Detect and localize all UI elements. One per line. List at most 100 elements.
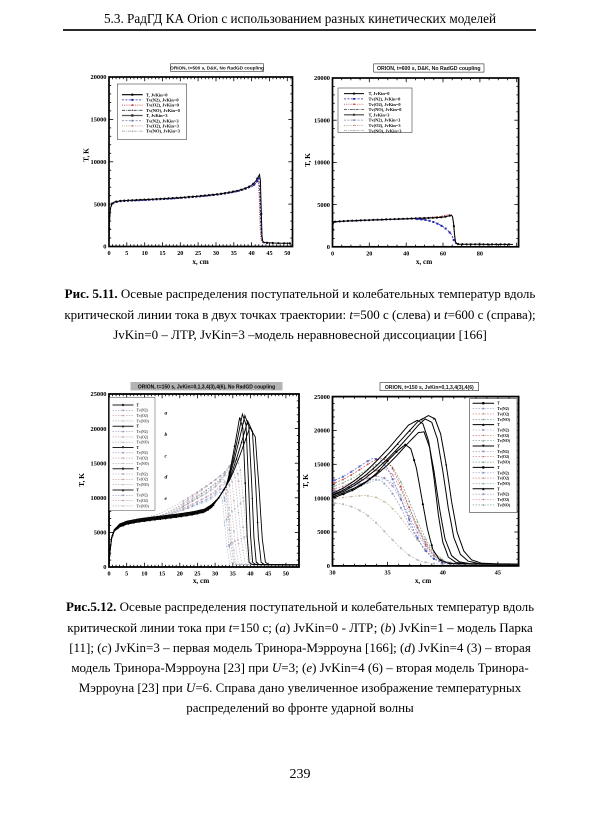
svg-text:ORION, t=150 s, JvKin=0,1,3,4(: ORION, t=150 s, JvKin=0,1,3,4(3),4(6), N… bbox=[138, 384, 275, 390]
svg-text:Tv(NO): Tv(NO) bbox=[137, 483, 150, 487]
svg-text:10: 10 bbox=[142, 250, 148, 257]
svg-text:0: 0 bbox=[107, 571, 110, 578]
svg-text:20: 20 bbox=[366, 250, 372, 257]
svg-text:d: d bbox=[165, 475, 168, 481]
svg-text:Tv(N2): Tv(N2) bbox=[497, 471, 510, 475]
svg-text:25000: 25000 bbox=[91, 391, 107, 398]
svg-text:40: 40 bbox=[247, 571, 253, 578]
svg-text:0: 0 bbox=[107, 250, 110, 257]
svg-text:25: 25 bbox=[194, 571, 200, 578]
svg-text:Tv(N2): Tv(N2) bbox=[137, 451, 149, 455]
svg-text:ORION, t=150 s, JvKin=0,1,3,4(: ORION, t=150 s, JvKin=0,1,3,4(3),4(6) bbox=[385, 385, 474, 391]
svg-text:80: 80 bbox=[477, 250, 483, 257]
svg-text:0: 0 bbox=[103, 244, 106, 251]
svg-text:T, K: T, K bbox=[82, 148, 91, 162]
svg-text:Tv(O2): Tv(O2) bbox=[137, 499, 149, 503]
svg-text:Tv(NO): Tv(NO) bbox=[497, 439, 511, 443]
svg-text:T: T bbox=[497, 423, 500, 427]
svg-text:10000: 10000 bbox=[314, 495, 330, 502]
svg-text:Tv(N2): Tv(N2) bbox=[137, 409, 149, 413]
svg-text:0: 0 bbox=[327, 244, 330, 251]
svg-text:ORION, t=600 s, D&K, No RadGD: ORION, t=600 s, D&K, No RadGD coupling bbox=[377, 66, 481, 72]
svg-text:Tv(NO): Tv(NO) bbox=[137, 419, 150, 423]
svg-text:15: 15 bbox=[159, 571, 165, 578]
svg-text:5000: 5000 bbox=[94, 201, 107, 208]
svg-text:40: 40 bbox=[403, 250, 409, 257]
svg-text:35: 35 bbox=[230, 571, 236, 578]
svg-text:x, cm: x, cm bbox=[192, 258, 208, 266]
svg-text:Tv(N2): Tv(N2) bbox=[497, 407, 510, 411]
svg-text:35: 35 bbox=[385, 569, 391, 576]
svg-text:15: 15 bbox=[159, 250, 165, 257]
svg-text:5: 5 bbox=[125, 571, 128, 578]
svg-text:20000: 20000 bbox=[314, 75, 330, 82]
svg-text:a: a bbox=[165, 411, 168, 417]
svg-text:Tv(NO), JvKin=3: Tv(NO), JvKin=3 bbox=[369, 128, 403, 133]
svg-text:40: 40 bbox=[249, 250, 255, 257]
svg-text:Tv(NO), JvKin=0: Tv(NO), JvKin=0 bbox=[146, 108, 181, 113]
svg-text:45: 45 bbox=[495, 569, 501, 576]
svg-text:T: T bbox=[497, 445, 500, 449]
svg-text:Tv(NO): Tv(NO) bbox=[497, 503, 511, 507]
svg-text:10000: 10000 bbox=[91, 495, 107, 502]
svg-text:T: T bbox=[137, 403, 140, 407]
svg-text:0: 0 bbox=[331, 250, 334, 257]
svg-text:T: T bbox=[137, 488, 140, 492]
svg-text:Tv(O2), JvKin=3: Tv(O2), JvKin=3 bbox=[146, 124, 180, 129]
svg-text:Tv(O2): Tv(O2) bbox=[137, 414, 149, 418]
svg-text:T: T bbox=[137, 425, 140, 429]
svg-text:30: 30 bbox=[212, 571, 218, 578]
svg-text:0: 0 bbox=[327, 563, 330, 570]
svg-text:35: 35 bbox=[231, 250, 237, 257]
svg-text:20: 20 bbox=[177, 571, 183, 578]
svg-text:Tv(NO): Tv(NO) bbox=[497, 482, 511, 486]
svg-text:Tv(O2): Tv(O2) bbox=[497, 477, 510, 481]
svg-text:Tv(NO): Tv(NO) bbox=[497, 418, 511, 422]
svg-text:50: 50 bbox=[283, 571, 289, 578]
svg-text:15000: 15000 bbox=[91, 117, 107, 124]
svg-text:T, K: T, K bbox=[77, 473, 86, 487]
svg-text:20000: 20000 bbox=[91, 74, 107, 81]
svg-text:T: T bbox=[497, 402, 500, 406]
svg-text:T, JvKin=3: T, JvKin=3 bbox=[146, 113, 168, 118]
svg-text:Tv(N2): Tv(N2) bbox=[137, 494, 149, 498]
svg-text:Tv(O2), JvKin=3: Tv(O2), JvKin=3 bbox=[369, 123, 402, 128]
svg-text:15000: 15000 bbox=[91, 460, 107, 467]
svg-text:Tv(NO), JvKin=3: Tv(NO), JvKin=3 bbox=[146, 129, 181, 134]
svg-text:b: b bbox=[165, 432, 168, 438]
svg-text:Tv(O2): Tv(O2) bbox=[137, 457, 149, 461]
svg-text:Tv(N2): Tv(N2) bbox=[497, 450, 510, 454]
svg-text:Tv(O2), JvKin=0: Tv(O2), JvKin=0 bbox=[369, 102, 402, 107]
svg-text:Tv(O2): Tv(O2) bbox=[137, 478, 149, 482]
svg-text:Tv(N2): Tv(N2) bbox=[497, 429, 510, 433]
svg-text:T, K: T, K bbox=[301, 474, 310, 488]
svg-text:x, cm: x, cm bbox=[416, 258, 432, 266]
svg-text:10000: 10000 bbox=[314, 160, 330, 167]
svg-text:e: e bbox=[165, 496, 168, 502]
svg-text:T, JvKin=0: T, JvKin=0 bbox=[146, 92, 168, 97]
svg-text:x, cm: x, cm bbox=[415, 577, 431, 585]
svg-text:5000: 5000 bbox=[317, 529, 330, 536]
svg-text:20: 20 bbox=[177, 250, 183, 257]
svg-text:Tv(N2), JvKin=3: Tv(N2), JvKin=3 bbox=[146, 118, 179, 123]
svg-text:Tv(O2): Tv(O2) bbox=[497, 412, 510, 416]
svg-text:Tv(N2), JvKin=0: Tv(N2), JvKin=0 bbox=[369, 97, 402, 102]
svg-text:Tv(O2), JvKin=0: Tv(O2), JvKin=0 bbox=[146, 103, 180, 108]
svg-text:x, cm: x, cm bbox=[193, 577, 209, 585]
svg-text:Tv(NO), JvKin=0: Tv(NO), JvKin=0 bbox=[369, 107, 403, 112]
svg-text:Tv(NO): Tv(NO) bbox=[497, 461, 511, 465]
svg-text:40: 40 bbox=[440, 569, 446, 576]
svg-text:T: T bbox=[137, 467, 140, 471]
svg-text:Tv(NO): Tv(NO) bbox=[137, 441, 150, 445]
svg-text:T, JvKin=0: T, JvKin=0 bbox=[369, 91, 391, 96]
svg-text:Tv(N2): Tv(N2) bbox=[137, 472, 149, 476]
svg-text:T, K: T, K bbox=[303, 153, 312, 167]
svg-text:ORION, t=500 s, D&K, No RadGD: ORION, t=500 s, D&K, No RadGD coupling bbox=[170, 66, 264, 71]
svg-text:Tv(N2): Tv(N2) bbox=[497, 493, 510, 497]
svg-text:Tv(N2), JvKin=3: Tv(N2), JvKin=3 bbox=[369, 118, 402, 123]
svg-text:Tv(NO): Tv(NO) bbox=[137, 504, 150, 508]
svg-text:T: T bbox=[137, 446, 140, 450]
svg-text:0: 0 bbox=[103, 564, 106, 571]
svg-text:Tv(O2): Tv(O2) bbox=[497, 434, 510, 438]
svg-text:25000: 25000 bbox=[314, 394, 330, 401]
